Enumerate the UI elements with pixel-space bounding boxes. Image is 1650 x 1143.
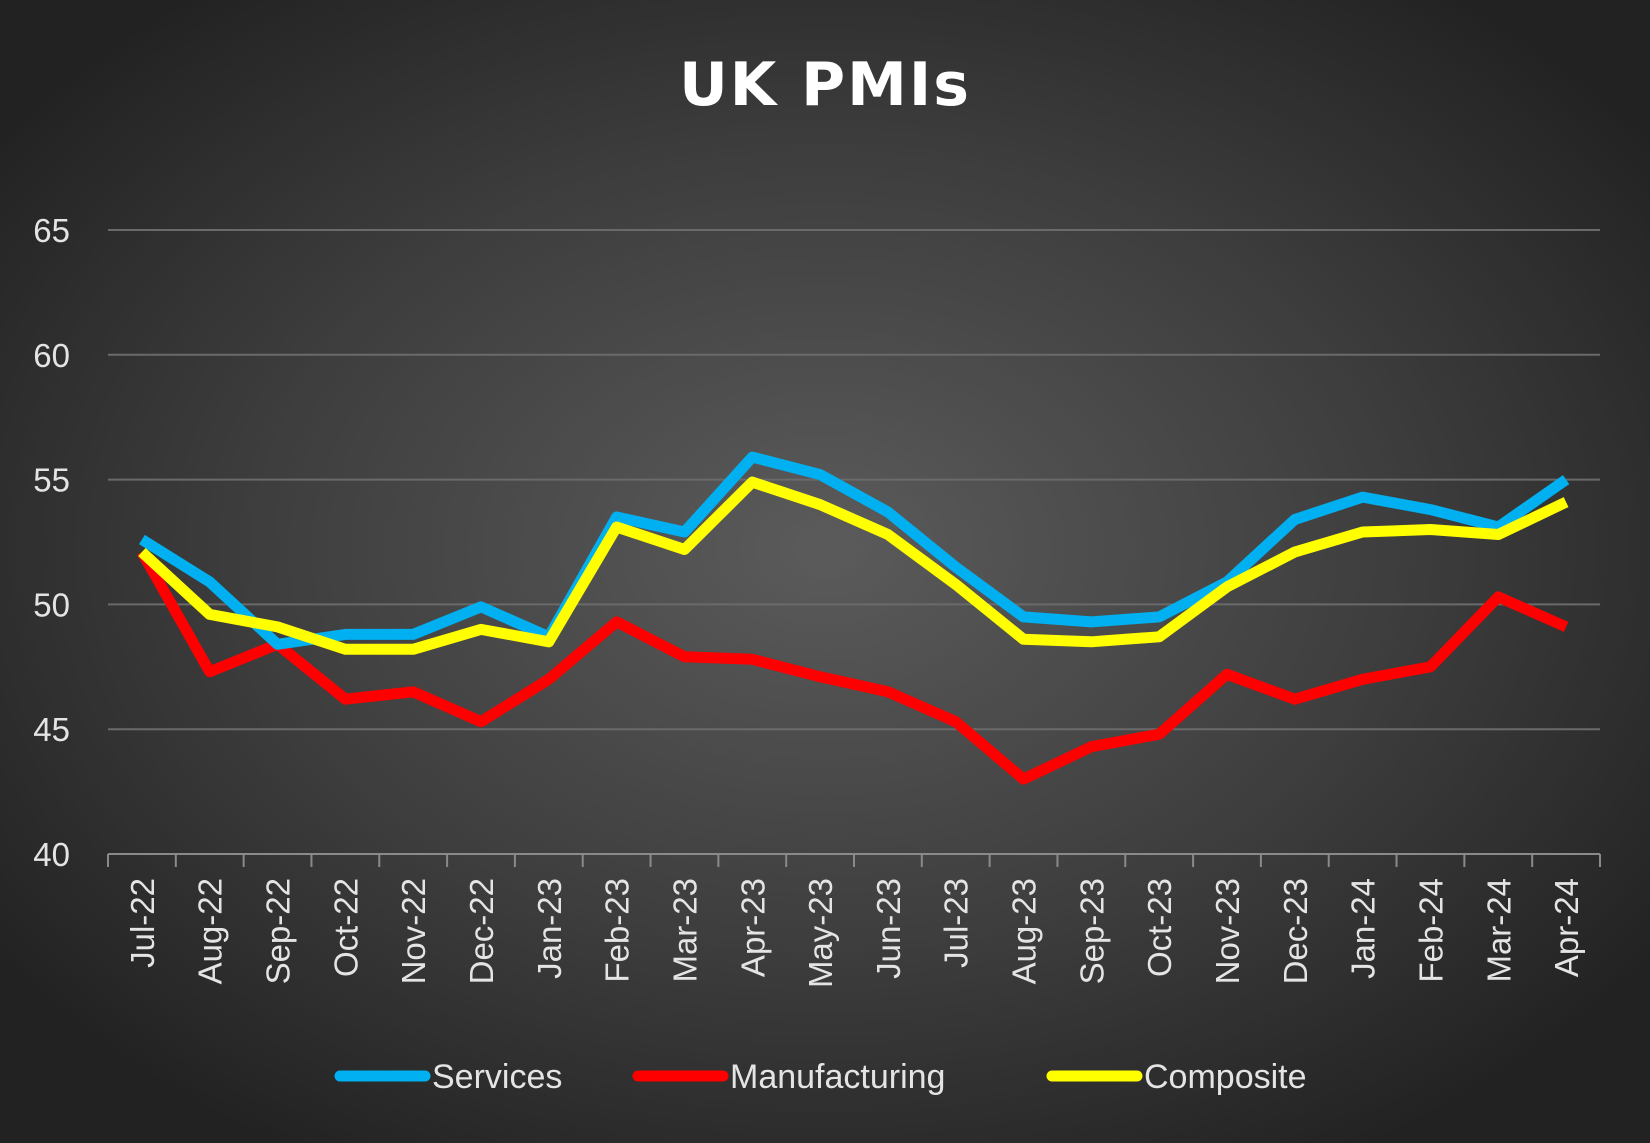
legend-label-services: Services xyxy=(432,1058,562,1096)
x-tick-label: Oct-23 xyxy=(1141,878,1178,977)
x-tick-label: Dec-22 xyxy=(463,878,500,984)
x-tick-label: Jul-22 xyxy=(124,878,161,968)
y-tick-label: 40 xyxy=(33,836,70,873)
x-tick-label: Nov-23 xyxy=(1209,878,1246,984)
series-lines xyxy=(137,451,1570,785)
x-tick-label: Jan-23 xyxy=(531,878,568,979)
series-line-manufacturing xyxy=(137,549,1569,785)
x-tick-label: Jun-23 xyxy=(870,878,907,979)
x-tick-label: Feb-23 xyxy=(599,878,636,983)
x-tick-label: Sep-23 xyxy=(1073,878,1110,984)
y-tick-label: 65 xyxy=(33,212,70,249)
series-line-services xyxy=(138,451,1570,650)
chart-title: UK PMIs xyxy=(679,50,971,120)
x-tick-label: Jan-24 xyxy=(1345,878,1382,979)
x-tick-label: Mar-24 xyxy=(1480,878,1517,983)
x-axis xyxy=(107,853,1601,867)
x-tick-label: Sep-22 xyxy=(260,878,297,984)
x-tick-label: Apr-23 xyxy=(734,878,771,977)
x-tick-label: Dec-23 xyxy=(1277,878,1314,984)
x-tick-label: Aug-22 xyxy=(192,878,229,984)
y-tick-label: 60 xyxy=(33,337,70,374)
y-axis-tick-labels: 40 45 50 55 60 65 xyxy=(33,212,70,873)
gridlines xyxy=(108,229,1600,731)
x-tick-label: Jul-23 xyxy=(938,878,975,968)
x-axis-tick-labels: Jul-22 Aug-22 Sep-22 Oct-22 Nov-22 Dec-22 Jan-… xyxy=(124,878,1585,988)
x-tick-label: Apr-24 xyxy=(1548,878,1585,977)
legend-label-composite: Composite xyxy=(1144,1058,1307,1096)
y-tick-label: 50 xyxy=(33,586,70,623)
x-tick-label: Feb-24 xyxy=(1412,878,1449,983)
x-tick-label: Aug-23 xyxy=(1006,878,1043,984)
x-tick-label: Nov-22 xyxy=(395,878,432,984)
x-tick-label: Mar-23 xyxy=(666,878,703,983)
y-tick-label: 55 xyxy=(33,462,70,499)
legend: Services Manufacturing Composite xyxy=(334,1058,1307,1096)
y-tick-label: 45 xyxy=(33,711,70,748)
series-line-composite xyxy=(138,476,1569,655)
x-tick-label: Oct-22 xyxy=(327,878,364,977)
x-tick-label: May-23 xyxy=(802,878,839,988)
legend-label-manufacturing: Manufacturing xyxy=(730,1058,945,1096)
